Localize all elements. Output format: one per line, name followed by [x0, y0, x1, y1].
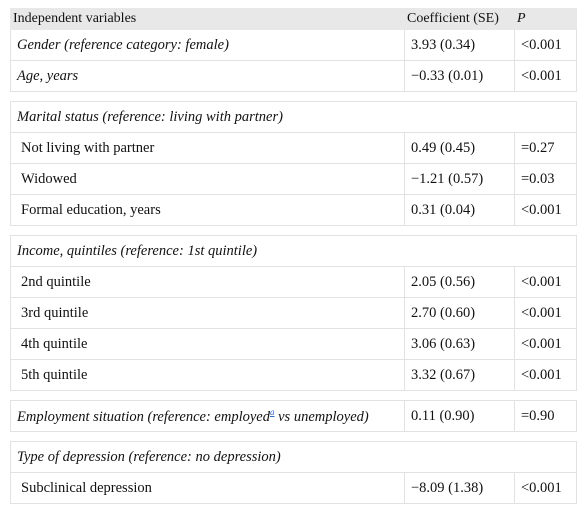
row-label: 3rd quintile: [10, 297, 405, 329]
label-text: Employment situation (reference: employe…: [17, 408, 270, 425]
cell: 2.70 (0.60): [404, 297, 515, 329]
cell: −1.21 (0.57): [404, 163, 515, 195]
cell: <0.001: [514, 472, 577, 504]
row-label: Not living with partner: [10, 132, 405, 164]
cell: 0.49 (0.45): [404, 132, 515, 164]
header-row: Independent variables Coefficient (SE) P: [10, 8, 577, 30]
cell: 0.11 (0.90): [404, 400, 515, 432]
row-label: Widowed: [10, 163, 405, 195]
row-label: 4th quintile: [10, 328, 405, 360]
header-cell: P: [514, 8, 577, 30]
cell: <0.001: [514, 328, 577, 360]
cell: =0.03: [514, 163, 577, 195]
header-cell: Coefficient (SE): [404, 8, 515, 30]
results-table: Independent variables Coefficient (SE) P…: [10, 8, 577, 504]
row-label: 2nd quintile: [10, 266, 405, 298]
row-label: Formal education, years: [10, 194, 405, 226]
cell: <0.001: [514, 29, 577, 61]
cell: <0.001: [514, 194, 577, 226]
cell: 3.06 (0.63): [404, 328, 515, 360]
cell: <0.001: [514, 60, 577, 92]
group-label: Type of depression (reference: no depres…: [10, 441, 577, 473]
cell: <0.001: [514, 266, 577, 298]
cell: =0.90: [514, 400, 577, 432]
row-label: Gender (reference category: female): [10, 29, 405, 61]
row-label: Age, years: [10, 60, 405, 92]
row-label: Subclinical depression: [10, 472, 405, 504]
group-label: Income, quintiles (reference: 1st quinti…: [10, 235, 577, 267]
group-label: Marital status (reference: living with p…: [10, 101, 577, 133]
cell: 0.31 (0.04): [404, 194, 515, 226]
footnote-link[interactable]: a: [270, 406, 275, 417]
cell: −8.09 (1.38): [404, 472, 515, 504]
cell: 2.05 (0.56): [404, 266, 515, 298]
cell: <0.001: [514, 359, 577, 391]
cell: <0.001: [514, 297, 577, 329]
cell: =0.27: [514, 132, 577, 164]
cell: 3.32 (0.67): [404, 359, 515, 391]
label-text: vs unemployed): [278, 408, 369, 425]
row-label: 5th quintile: [10, 359, 405, 391]
cell: −0.33 (0.01): [404, 60, 515, 92]
row-label: Employment situation (reference: employe…: [10, 400, 405, 432]
header-cell: Independent variables: [10, 8, 405, 30]
cell: 3.93 (0.34): [404, 29, 515, 61]
